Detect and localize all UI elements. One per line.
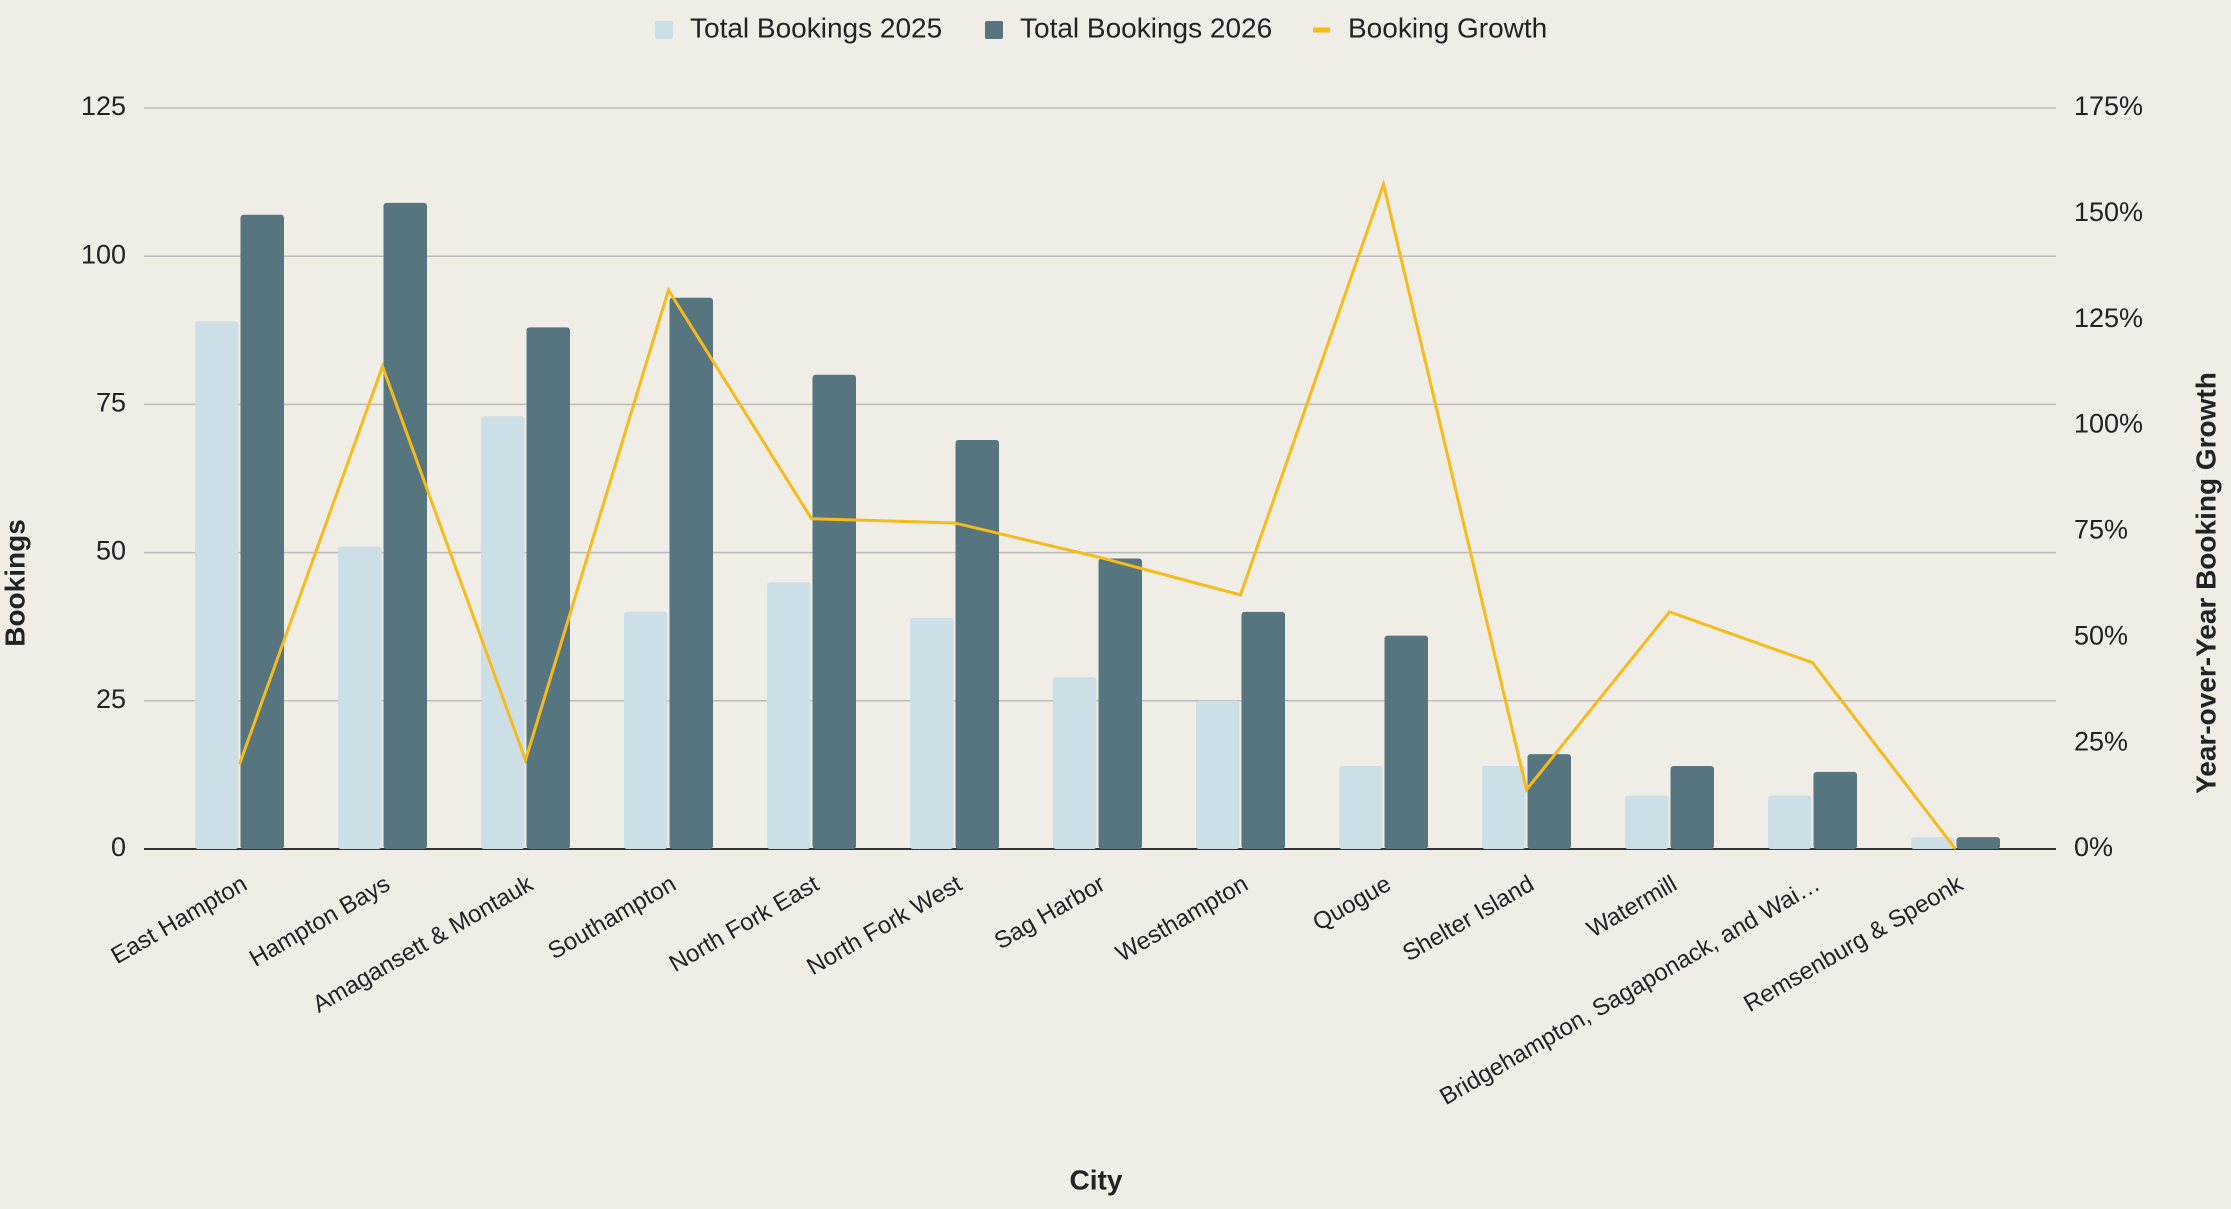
legend-label: Total Bookings 2026 xyxy=(1020,12,1272,43)
x-tick-label: North Fork East xyxy=(665,870,824,978)
y2-tick-label: 100% xyxy=(2074,409,2143,439)
y2-tick-label: 175% xyxy=(2074,91,2143,121)
legend-marker xyxy=(985,21,1003,39)
bar xyxy=(240,214,284,850)
y-tick-label: 50 xyxy=(96,536,126,566)
bar xyxy=(526,327,570,849)
x-tick-label: Shelter Island xyxy=(1398,870,1539,967)
x-tick-label: North Fork West xyxy=(802,870,967,981)
bar xyxy=(767,582,811,849)
legend-marker xyxy=(655,21,673,39)
x-tick-label: Watermill xyxy=(1582,870,1681,943)
bar xyxy=(1241,611,1285,849)
growth-line xyxy=(238,178,1957,850)
legend-label: Total Bookings 2025 xyxy=(690,12,942,43)
bar xyxy=(195,321,239,850)
bar xyxy=(1625,795,1669,849)
y2-tick-label: 150% xyxy=(2074,197,2143,227)
x-tick-label: Sag Harbor xyxy=(990,870,1110,955)
x-tick-label: Westhampton xyxy=(1111,870,1252,967)
x-tick-label: Southampton xyxy=(544,870,681,965)
bar xyxy=(669,297,713,849)
bar xyxy=(812,374,856,849)
bar xyxy=(910,617,954,849)
y2-tick-label: 0% xyxy=(2074,832,2113,862)
y2-tick-label: 25% xyxy=(2074,726,2128,756)
bar xyxy=(1482,766,1526,849)
bar xyxy=(1098,558,1142,849)
x-axis-title: City xyxy=(1070,1164,1123,1195)
bar xyxy=(1813,771,1857,849)
bar xyxy=(1768,795,1812,849)
bar xyxy=(481,416,525,849)
y-tick-label: 100 xyxy=(81,239,126,269)
bar xyxy=(1956,837,2000,849)
bar xyxy=(1527,754,1571,849)
bar xyxy=(1911,837,1955,849)
y2-tick-label: 50% xyxy=(2074,620,2128,650)
x-tick-label: East Hampton xyxy=(106,870,251,969)
y-tick-label: 75 xyxy=(96,388,126,418)
y-axis-title: Bookings xyxy=(0,519,30,647)
y-tick-label: 125 xyxy=(81,91,126,121)
bar xyxy=(955,439,999,849)
y2-tick-label: 125% xyxy=(2074,303,2143,333)
y2-tick-label: 75% xyxy=(2074,515,2128,545)
bar xyxy=(383,202,427,849)
legend-label: Booking Growth xyxy=(1348,12,1547,43)
bar xyxy=(1196,700,1240,849)
bar xyxy=(1053,677,1097,849)
bar xyxy=(1670,766,1714,849)
y2-axis-title: Year-over-Year Booking Growth xyxy=(2190,372,2221,794)
bar xyxy=(1339,766,1383,849)
bar xyxy=(1384,635,1428,849)
x-tick-label: Quogue xyxy=(1308,870,1395,936)
y-tick-label: 0 xyxy=(111,832,126,862)
y-tick-label: 25 xyxy=(96,684,126,714)
bar xyxy=(338,546,382,849)
bar xyxy=(624,611,668,849)
